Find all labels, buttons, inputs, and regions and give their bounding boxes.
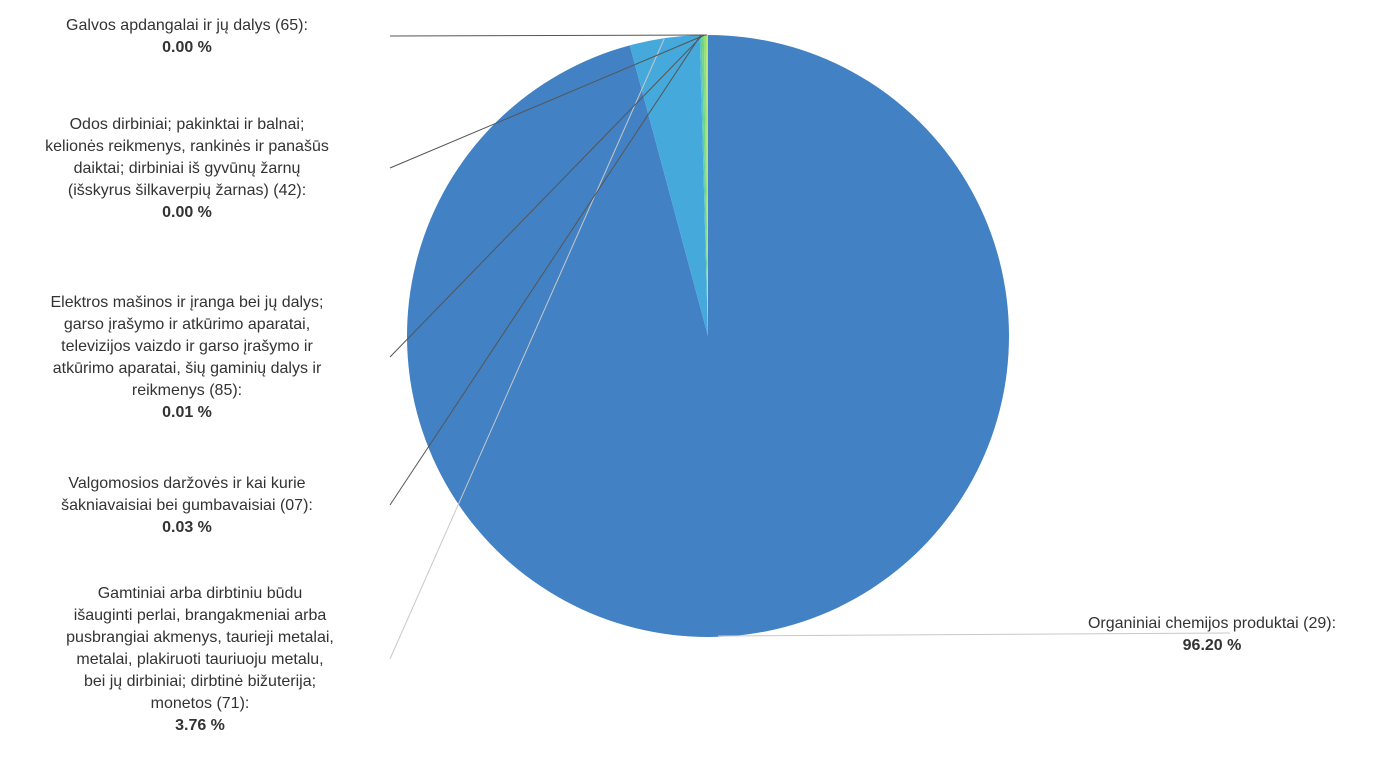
pie-slice: [406, 35, 1009, 638]
leader-line: [389, 34, 702, 506]
slice-label-line: Gamtiniai arba dirbtiniu būdu: [98, 585, 303, 602]
slice-label: Organiniai chemijos produktai (29): 96.20…: [1088, 615, 1336, 654]
slice-value-label: 0.00 %: [162, 39, 212, 56]
slice-label-line: bei jų dirbiniai; dirbtinė bižuterija;: [84, 673, 316, 690]
slice-label-line: monetos (71):: [151, 695, 250, 712]
slice-label-line: metalai, plakiruoti tauriuoju metalu,: [76, 651, 323, 668]
slice-label: Odos dirbiniai; pakinktai ir balnai; keli…: [45, 116, 329, 221]
slice-label-line: išauginti perlai, brangakmeniai arba: [74, 607, 327, 624]
slice-label-line: šakniavaisiai bei gumbavaisiai (07):: [61, 497, 313, 514]
slice-value-label: 0.03 %: [162, 519, 212, 536]
slice-value-label: 0.00 %: [162, 204, 212, 221]
slice-label-line: Organiniai chemijos produktai (29):: [1088, 615, 1336, 632]
slice-label-line: garso įrašymo ir atkūrimo aparatai,: [64, 316, 310, 333]
slice-label-line: reikmenys (85):: [132, 382, 242, 399]
slice-value-label: 96.20 %: [1183, 637, 1242, 654]
slice-value-label: 0.01 %: [162, 404, 212, 421]
pie-slice: [629, 35, 708, 336]
leader-line: [389, 34, 706, 169]
slice-label-line: Galvos apdangalai ir jų dalys (65):: [66, 17, 308, 34]
pie-slice: [705, 35, 708, 336]
leader-line: [389, 34, 707, 37]
leader-line: [389, 34, 704, 358]
slice-label-line: Odos dirbiniai; pakinktai ir balnai;: [70, 116, 305, 133]
pie-slices: [406, 35, 1009, 638]
leader-line: [717, 632, 1231, 637]
slice-label: Elektros mašinos ir įranga bei jų dalys;…: [50, 294, 323, 421]
slice-label-line: televizijos vaizdo ir garso įrašymo ir: [61, 338, 313, 355]
slice-value-label: 3.76 %: [175, 717, 225, 734]
slice-label: Valgomosios daržovės ir kai kurie šakniav…: [61, 475, 313, 536]
slice-label-line: kelionės reikmenys, rankinės ir panašūs: [45, 138, 329, 155]
leader-lines: [389, 34, 1231, 660]
slice-label: Gamtiniai arba dirbtiniu būdu išauginti p…: [66, 585, 334, 734]
slice-label-line: daiktai; dirbiniai iš gyvūnų žarnų: [74, 160, 301, 177]
slice-label-line: pusbrangiai akmenys, taurieji metalai,: [66, 629, 334, 646]
slice-label-line: Elektros mašinos ir įranga bei jų dalys;: [50, 294, 323, 311]
pie-slice: [701, 35, 708, 336]
leader-line: [389, 37, 665, 660]
slice-labels: Organiniai chemijos produktai (29): 96.20…: [45, 17, 1336, 734]
slice-label-line: (išskyrus šilkaverpių žarnas) (42):: [68, 182, 306, 199]
slice-label-line: atkūrimo aparatai, šių gaminių dalys ir: [53, 360, 322, 377]
pie-slice: [699, 35, 708, 337]
slice-label: Galvos apdangalai ir jų dalys (65): 0.00 …: [66, 17, 308, 56]
pie-slice: [703, 35, 708, 336]
slice-label-line: Valgomosios daržovės ir kai kurie: [68, 475, 305, 492]
